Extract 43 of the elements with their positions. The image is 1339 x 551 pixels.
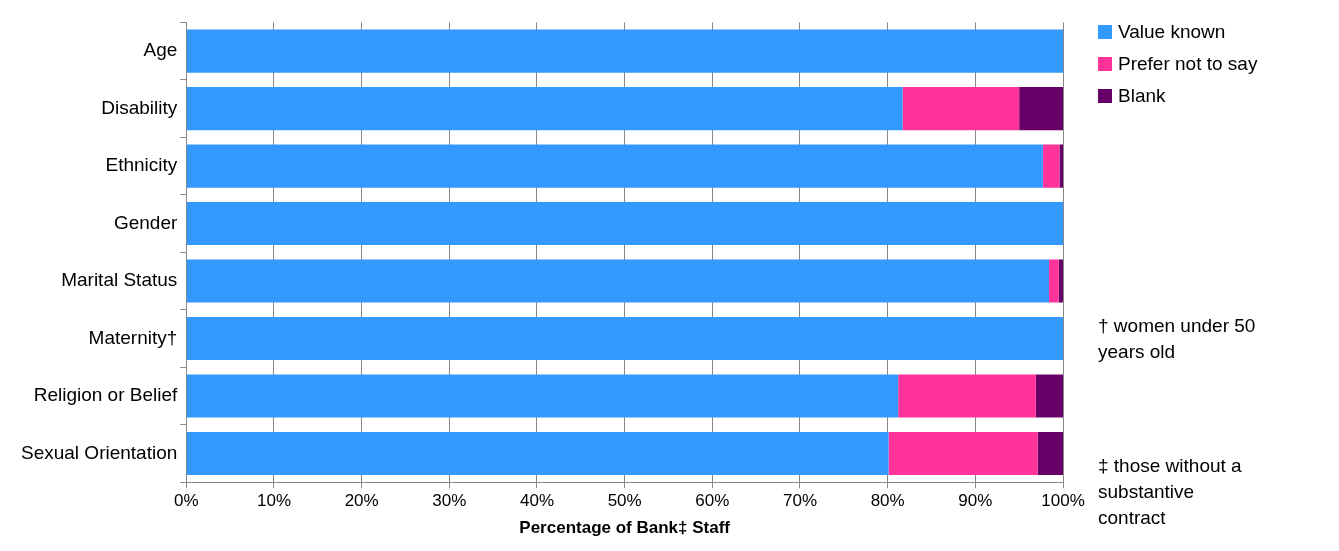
x-tick-label: 20% xyxy=(344,491,379,511)
x-tick-label: 70% xyxy=(782,491,818,511)
text: † women under 50 years old xyxy=(1098,314,1257,364)
bar xyxy=(1037,431,1063,476)
bar xyxy=(186,202,1063,246)
bar xyxy=(1048,259,1059,303)
x-tick-label: 80% xyxy=(870,491,905,511)
legend-label: Value known xyxy=(1118,20,1226,44)
x-tick-label: 90% xyxy=(958,491,993,511)
bar xyxy=(1019,87,1063,131)
y-tick-label: Age xyxy=(143,39,178,61)
bar xyxy=(1035,374,1063,418)
bar xyxy=(186,316,1063,361)
y-tick-label: Religion or Belief xyxy=(33,384,179,406)
bar xyxy=(1042,144,1060,188)
legend-label: Prefer not to say xyxy=(1118,52,1258,76)
x-tick-label: 100% xyxy=(1041,491,1085,511)
x-axis-title: Percentage of Bank‡ Staff xyxy=(519,518,731,538)
x-tick-label: 50% xyxy=(607,491,642,511)
bar xyxy=(1058,259,1063,303)
x-tick-label: 0% xyxy=(174,491,199,511)
x-tick-label: 60% xyxy=(695,491,730,511)
text: ‡ those without a substantive contract xyxy=(1098,454,1243,530)
y-tick-label: Disability xyxy=(101,96,178,118)
x-tick-label: 30% xyxy=(432,491,467,511)
y-tick-label: Sexual Orientation xyxy=(20,441,178,463)
bar xyxy=(186,87,903,131)
y-tick-label: Maternity† xyxy=(88,326,178,348)
bar xyxy=(888,431,1038,476)
bar xyxy=(902,87,1020,131)
y-tick-label: Gender xyxy=(113,211,178,233)
bar xyxy=(186,431,889,476)
bar xyxy=(186,259,1049,303)
bar xyxy=(186,144,1043,188)
bar xyxy=(186,29,1063,73)
bar xyxy=(186,374,899,418)
x-tick-label: 10% xyxy=(256,491,291,511)
bar xyxy=(898,374,1036,418)
bar xyxy=(1059,144,1063,188)
x-tick-label: 40% xyxy=(519,491,554,511)
legend-label: Blank xyxy=(1118,84,1166,108)
y-tick-label: Ethnicity xyxy=(105,154,178,176)
y-tick-label: Marital Status xyxy=(61,269,178,291)
